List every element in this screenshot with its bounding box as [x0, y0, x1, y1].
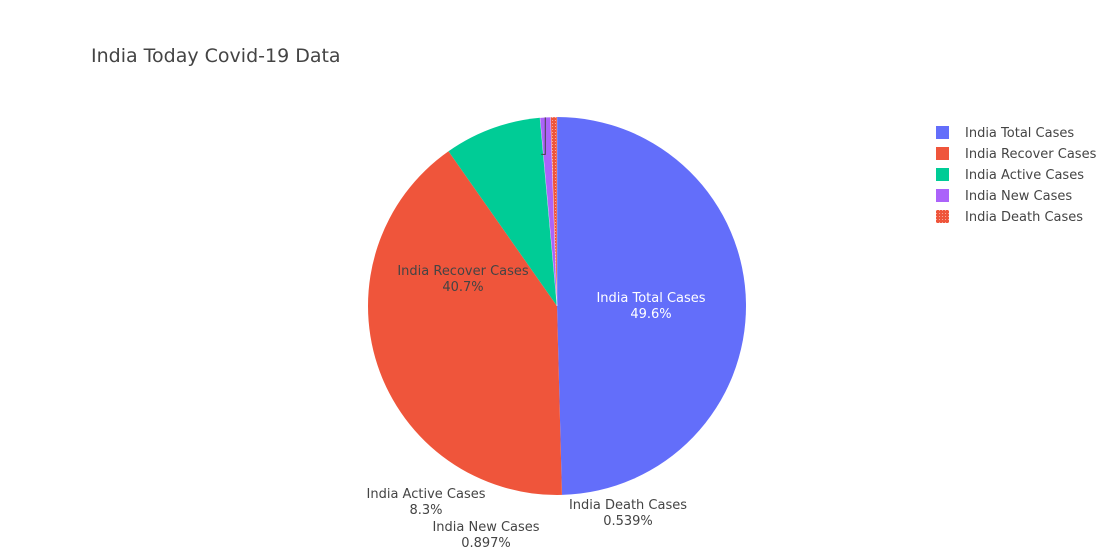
legend-label-india-death-cases: India Death Cases: [965, 210, 1083, 225]
slice-label-india-new-cases: India New Cases 0.897%: [432, 520, 539, 551]
legend-label-india-active-cases: India Active Cases: [965, 168, 1084, 183]
pie-slice-india-recover-cases[interactable]: [367, 151, 562, 495]
legend-item-india-total-cases[interactable]: India Total Cases: [936, 126, 1074, 141]
slice-label-india-total-cases: India Total Cases 49.6%: [596, 291, 705, 322]
legend-swatch-india-death-cases: [936, 210, 949, 223]
legend-item-india-new-cases[interactable]: India New Cases: [936, 189, 1072, 204]
slice-label-india-death-cases: India Death Cases 0.539%: [569, 498, 687, 529]
legend-item-india-recover-cases[interactable]: India Recover Cases: [936, 147, 1097, 162]
label-connectors: [541, 117, 546, 155]
pie-slice-india-death-cases[interactable]: [550, 116, 558, 307]
legend-swatch-india-total-cases: [936, 126, 949, 139]
slice-label-india-active-cases: India Active Cases 8.3%: [367, 487, 486, 518]
chart-title: India Today Covid-19 Data: [91, 45, 341, 67]
legend: India Total Cases India Recover Cases Indi…: [936, 126, 1097, 225]
legend-swatch-india-active-cases: [936, 168, 949, 181]
legend-label-india-total-cases: India Total Cases: [965, 126, 1074, 141]
legend-label-india-recover-cases: India Recover Cases: [965, 147, 1097, 162]
pie-slices: [367, 116, 746, 495]
pie-slice-india-active-cases[interactable]: [448, 117, 557, 306]
legend-swatch-india-new-cases: [936, 189, 949, 202]
legend-swatch-india-recover-cases: [936, 147, 949, 160]
slice-labels: India Total Cases 49.6% India Recover Case…: [367, 264, 706, 551]
slice-label-india-recover-cases: India Recover Cases 40.7%: [397, 264, 529, 295]
connector-india-new-cases: [541, 117, 546, 155]
legend-label-india-new-cases: India New Cases: [965, 189, 1072, 204]
legend-item-india-active-cases[interactable]: India Active Cases: [936, 168, 1084, 183]
legend-item-india-death-cases[interactable]: India Death Cases: [936, 210, 1083, 225]
pie-slice-india-total-cases[interactable]: [557, 117, 746, 495]
